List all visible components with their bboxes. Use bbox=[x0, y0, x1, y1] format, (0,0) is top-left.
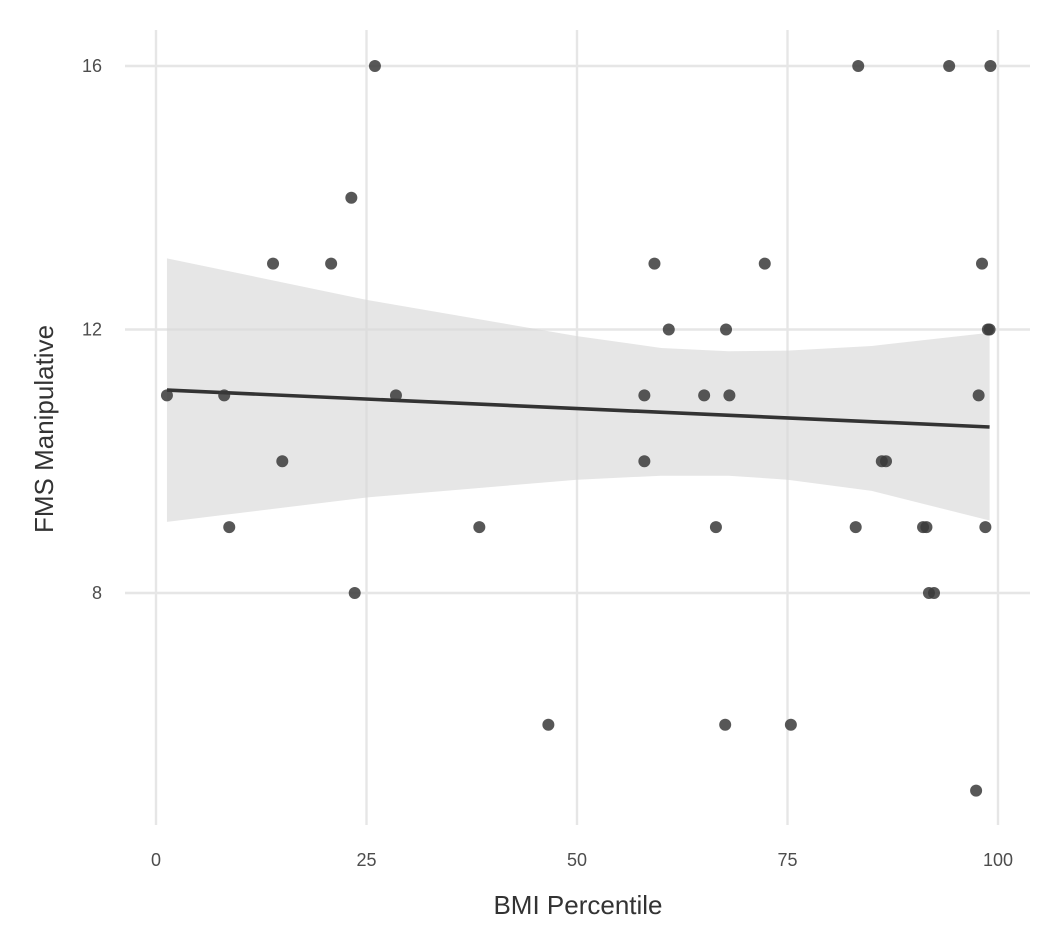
x-axis-ticks: 0 25 50 75 100 bbox=[151, 850, 1013, 870]
trend-line-group bbox=[166, 388, 990, 429]
data-point bbox=[638, 389, 651, 402]
data-point bbox=[348, 587, 361, 599]
y-tick-label: 8 bbox=[92, 583, 102, 603]
data-point bbox=[267, 257, 280, 270]
data-point bbox=[368, 60, 381, 72]
data-point bbox=[852, 60, 865, 72]
data-point bbox=[972, 389, 985, 402]
data-point bbox=[723, 389, 736, 402]
data-point bbox=[784, 718, 797, 731]
data-point bbox=[473, 521, 486, 534]
data-point bbox=[709, 521, 722, 534]
data-point bbox=[976, 257, 989, 270]
y-tick-label: 16 bbox=[82, 56, 102, 76]
data-point bbox=[389, 389, 402, 402]
confidence-band bbox=[166, 258, 990, 522]
data-point bbox=[943, 60, 956, 72]
data-point bbox=[662, 323, 675, 336]
data-point bbox=[720, 323, 733, 336]
data-point bbox=[223, 521, 236, 534]
confidence-band-group bbox=[166, 258, 990, 522]
trend-line bbox=[166, 388, 990, 429]
data-point bbox=[983, 323, 996, 336]
data-point bbox=[345, 191, 358, 204]
data-point bbox=[920, 521, 933, 534]
x-axis-title: BMI Percentile bbox=[493, 890, 662, 920]
x-tick-label: 100 bbox=[983, 850, 1013, 870]
data-point bbox=[325, 257, 338, 270]
data-point bbox=[970, 784, 983, 797]
data-point bbox=[160, 389, 173, 402]
x-tick-label: 0 bbox=[151, 850, 161, 870]
data-point bbox=[758, 257, 771, 270]
data-point bbox=[542, 718, 555, 731]
y-axis-ticks: 8 12 16 bbox=[82, 56, 102, 603]
data-point bbox=[979, 521, 992, 534]
data-point bbox=[928, 587, 941, 599]
x-tick-label: 75 bbox=[777, 850, 797, 870]
x-tick-label: 50 bbox=[567, 850, 587, 870]
y-tick-label: 12 bbox=[82, 320, 102, 340]
x-tick-label: 25 bbox=[356, 850, 376, 870]
data-point bbox=[984, 60, 997, 72]
data-point bbox=[698, 389, 711, 402]
data-point bbox=[849, 521, 862, 534]
data-point bbox=[648, 257, 661, 270]
data-point bbox=[276, 455, 289, 468]
y-axis-title: FMS Manipulative bbox=[29, 325, 59, 533]
data-point bbox=[218, 389, 231, 402]
data-points-group bbox=[160, 60, 997, 797]
data-point bbox=[719, 718, 732, 731]
data-point bbox=[880, 455, 893, 468]
data-point bbox=[638, 455, 651, 468]
